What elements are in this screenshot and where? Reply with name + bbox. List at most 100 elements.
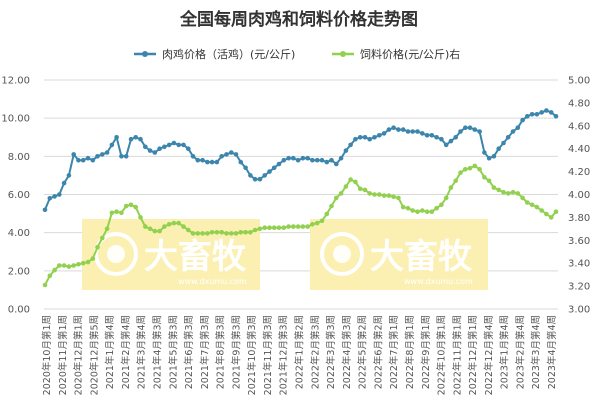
x-tick-label: 2023年2月第4周: [514, 315, 526, 389]
watermark-2-logo-icon: [320, 232, 364, 276]
series-1-point: [357, 186, 363, 192]
series-1-point: [477, 167, 482, 172]
series-1-point: [420, 208, 425, 213]
chart-title: 全国每周肉鸡和饲料价格走势图: [179, 9, 418, 30]
x-tick-label: 2021年10月第3周: [246, 315, 258, 395]
series-1-point: [334, 195, 339, 201]
series-1-point: [104, 226, 110, 232]
series-1-point: [157, 228, 162, 234]
series-1-point: [405, 205, 411, 211]
series-1-point: [300, 224, 306, 229]
series-1-point: [539, 208, 544, 213]
series-1-point: [453, 178, 459, 184]
series-1-point: [181, 224, 186, 229]
series-0-point: [214, 159, 220, 165]
series-0-point: [166, 142, 172, 148]
watermark-2-site: www.dxumu.com: [404, 277, 473, 286]
series-0-point: [233, 152, 239, 157]
x-tick-label: 2022年7月第1周: [388, 315, 400, 389]
right-tick-label: 3.00: [568, 305, 590, 316]
series-1-point: [463, 167, 468, 172]
series-1-point: [162, 224, 167, 229]
right-axis-ticks: 3.00 3.20 3.40 3.60 3.80 4.00 4.20 4.40 4.60 4.80…: [568, 76, 590, 316]
series-0-point: [267, 169, 272, 174]
series-1-point: [501, 189, 506, 195]
x-tick-label: 2021年6月第3周: [183, 315, 195, 389]
series-0-point: [314, 157, 320, 163]
series-0-point: [472, 127, 478, 132]
right-tick-label: 4.80: [568, 98, 590, 109]
watermark-1-logo-dot-icon: [107, 245, 125, 263]
series-1-point: [257, 226, 263, 232]
left-tick-label: 12.00: [1, 76, 30, 87]
series-0-point: [391, 125, 396, 130]
series-0-point: [157, 146, 162, 151]
series-0-point: [496, 146, 502, 151]
series-1-point: [186, 227, 191, 233]
series-1-point: [348, 177, 353, 182]
series-1-point: [491, 185, 497, 190]
series-0-point: [171, 140, 177, 146]
series-1-point: [548, 215, 554, 220]
series-0-point: [334, 161, 339, 167]
series-0-point: [262, 173, 268, 178]
series-1-point: [190, 231, 196, 236]
series-0-point: [181, 142, 186, 148]
series-0-point: [291, 155, 296, 161]
series-1-point: [205, 231, 210, 236]
series-1-point: [262, 225, 268, 230]
series-0-point: [186, 146, 191, 151]
x-tick-label: 2021年1月第4周: [104, 315, 116, 389]
series-1-point: [133, 204, 138, 210]
series-0-point: [305, 155, 311, 161]
series-1-point: [224, 231, 229, 236]
x-tick-label: 2020年11月第1周: [57, 315, 69, 395]
series-1-point: [343, 184, 349, 189]
series-1-point: [61, 263, 67, 268]
series-0-point: [195, 157, 201, 163]
series-1-point: [152, 228, 158, 234]
watermark-1: 大畜牧 www.dxumu.com: [82, 219, 260, 290]
series-0-point: [477, 129, 482, 134]
x-tick-label: 2022年1月第2周: [294, 315, 306, 389]
right-tick-label: 3.60: [568, 236, 590, 247]
series-0-point: [271, 165, 277, 171]
series-0-point: [439, 136, 444, 142]
series-0-point: [520, 117, 525, 123]
series-1-point: [52, 267, 57, 273]
x-tick-label: 2022年3月第3周: [325, 315, 337, 389]
series-1-point: [486, 178, 492, 184]
series-1-point: [377, 192, 382, 197]
series-1-point: [147, 226, 153, 232]
series-1-point: [176, 220, 181, 226]
legend: 肉鸡价格（活鸡）(元/公斤) 饲料价格(元/公斤)右: [134, 47, 460, 61]
x-tick-label: 2020年10月第1周: [41, 315, 53, 395]
series-0-point: [219, 154, 224, 159]
watermark-2: 大畜牧 www.dxumu.com: [310, 219, 488, 290]
right-tick-label: 4.20: [568, 167, 590, 178]
series-1-point: [276, 225, 282, 230]
series-0-point: [310, 157, 315, 163]
series-0-point: [329, 157, 334, 163]
series-0-point: [205, 159, 210, 165]
left-tick-label: 8.00: [8, 152, 30, 163]
legend-marker-broiler: [142, 51, 148, 57]
series-1-point: [305, 224, 311, 229]
series-1-point: [66, 264, 72, 269]
x-tick-label: 2021年4月第3周: [151, 315, 163, 389]
series-0-point: [57, 192, 62, 197]
x-tick-label: 2021年7月第3周: [199, 315, 211, 389]
series-0-point: [176, 142, 181, 148]
x-tick-label: 2022年4月第3周: [341, 315, 353, 389]
series-1-point: [100, 235, 105, 241]
series-1-point: [467, 165, 473, 171]
right-tick-label: 5.00: [568, 76, 590, 87]
series-1-point: [482, 175, 487, 180]
series-0-point: [66, 173, 72, 178]
x-tick-label: 2022年12月第4周: [483, 315, 495, 395]
series-0-point: [143, 144, 148, 150]
x-tick-label: 2021年3月第4周: [136, 315, 148, 389]
series-1-point: [391, 194, 396, 200]
series-0-point: [286, 155, 291, 161]
series-0-point: [90, 157, 96, 163]
